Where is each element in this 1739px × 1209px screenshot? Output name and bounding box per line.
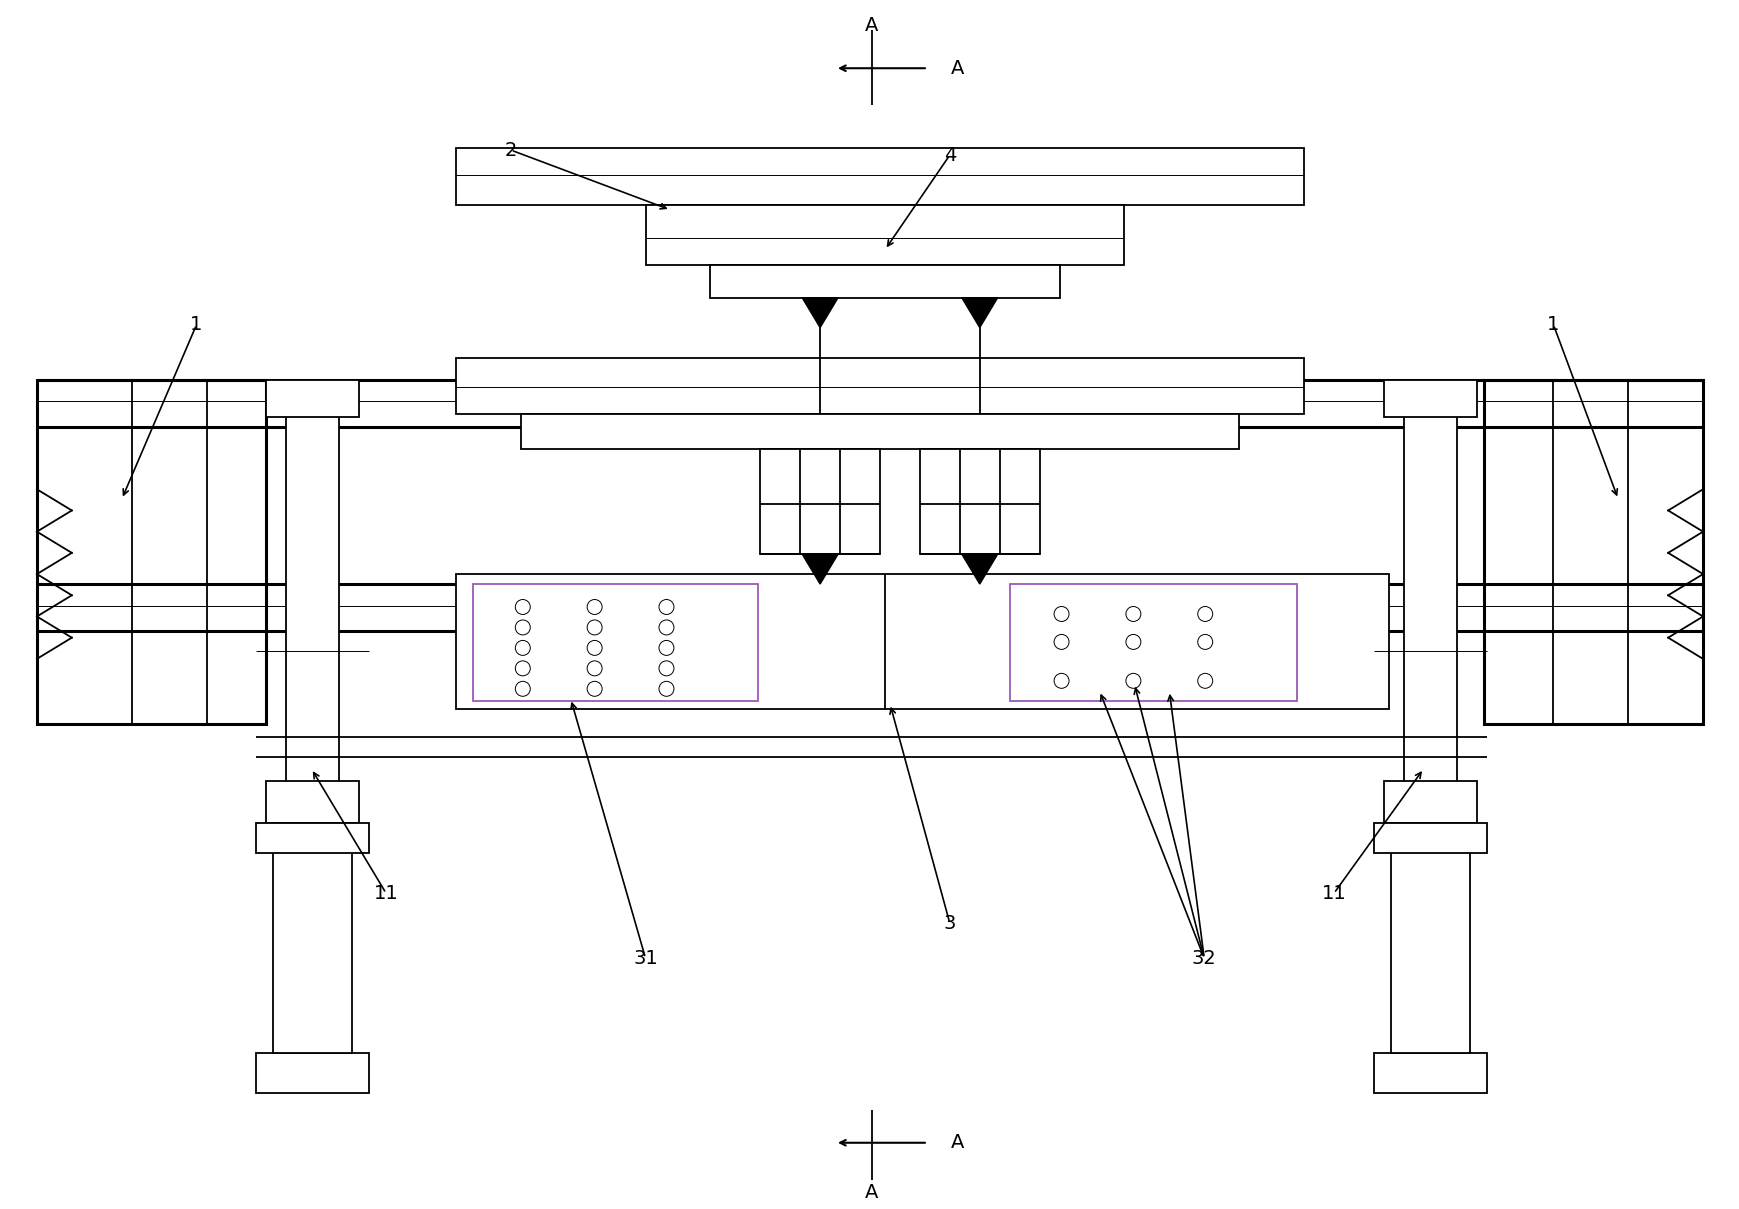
Text: 2: 2	[504, 140, 516, 160]
Text: A: A	[866, 1184, 878, 1202]
Bar	[1374, 823, 1487, 854]
Bar	[1384, 380, 1476, 417]
Bar	[273, 823, 353, 1053]
Bar	[760, 450, 880, 554]
Bar	[37, 380, 266, 724]
Bar	[710, 265, 1059, 297]
Bar	[266, 380, 360, 417]
Polygon shape	[962, 297, 998, 328]
Bar	[456, 358, 1304, 415]
Text: A: A	[866, 16, 878, 35]
Bar	[1010, 584, 1297, 701]
Text: 1: 1	[190, 316, 203, 334]
Bar	[1374, 1053, 1487, 1093]
Text: 31: 31	[633, 949, 657, 967]
Bar	[1483, 380, 1702, 724]
Bar	[1403, 380, 1457, 823]
Bar	[920, 450, 1040, 554]
Text: A: A	[951, 1133, 965, 1152]
Bar	[287, 380, 339, 823]
Polygon shape	[802, 297, 838, 328]
Bar	[473, 584, 758, 701]
Text: 3: 3	[944, 914, 956, 933]
Text: A: A	[951, 59, 965, 77]
Bar	[256, 823, 369, 854]
Bar	[256, 1053, 369, 1093]
Bar	[645, 204, 1125, 265]
Bar	[520, 415, 1240, 450]
Text: 11: 11	[1322, 884, 1346, 903]
Bar	[1391, 823, 1469, 1053]
Bar	[456, 147, 1304, 204]
Text: 11: 11	[374, 884, 398, 903]
Bar	[456, 574, 1389, 708]
Bar	[1384, 781, 1476, 823]
Bar	[266, 781, 360, 823]
Text: 4: 4	[944, 145, 956, 164]
Text: 1: 1	[1548, 316, 1560, 334]
Polygon shape	[802, 554, 838, 584]
Polygon shape	[962, 554, 998, 584]
Text: 32: 32	[1191, 949, 1217, 967]
